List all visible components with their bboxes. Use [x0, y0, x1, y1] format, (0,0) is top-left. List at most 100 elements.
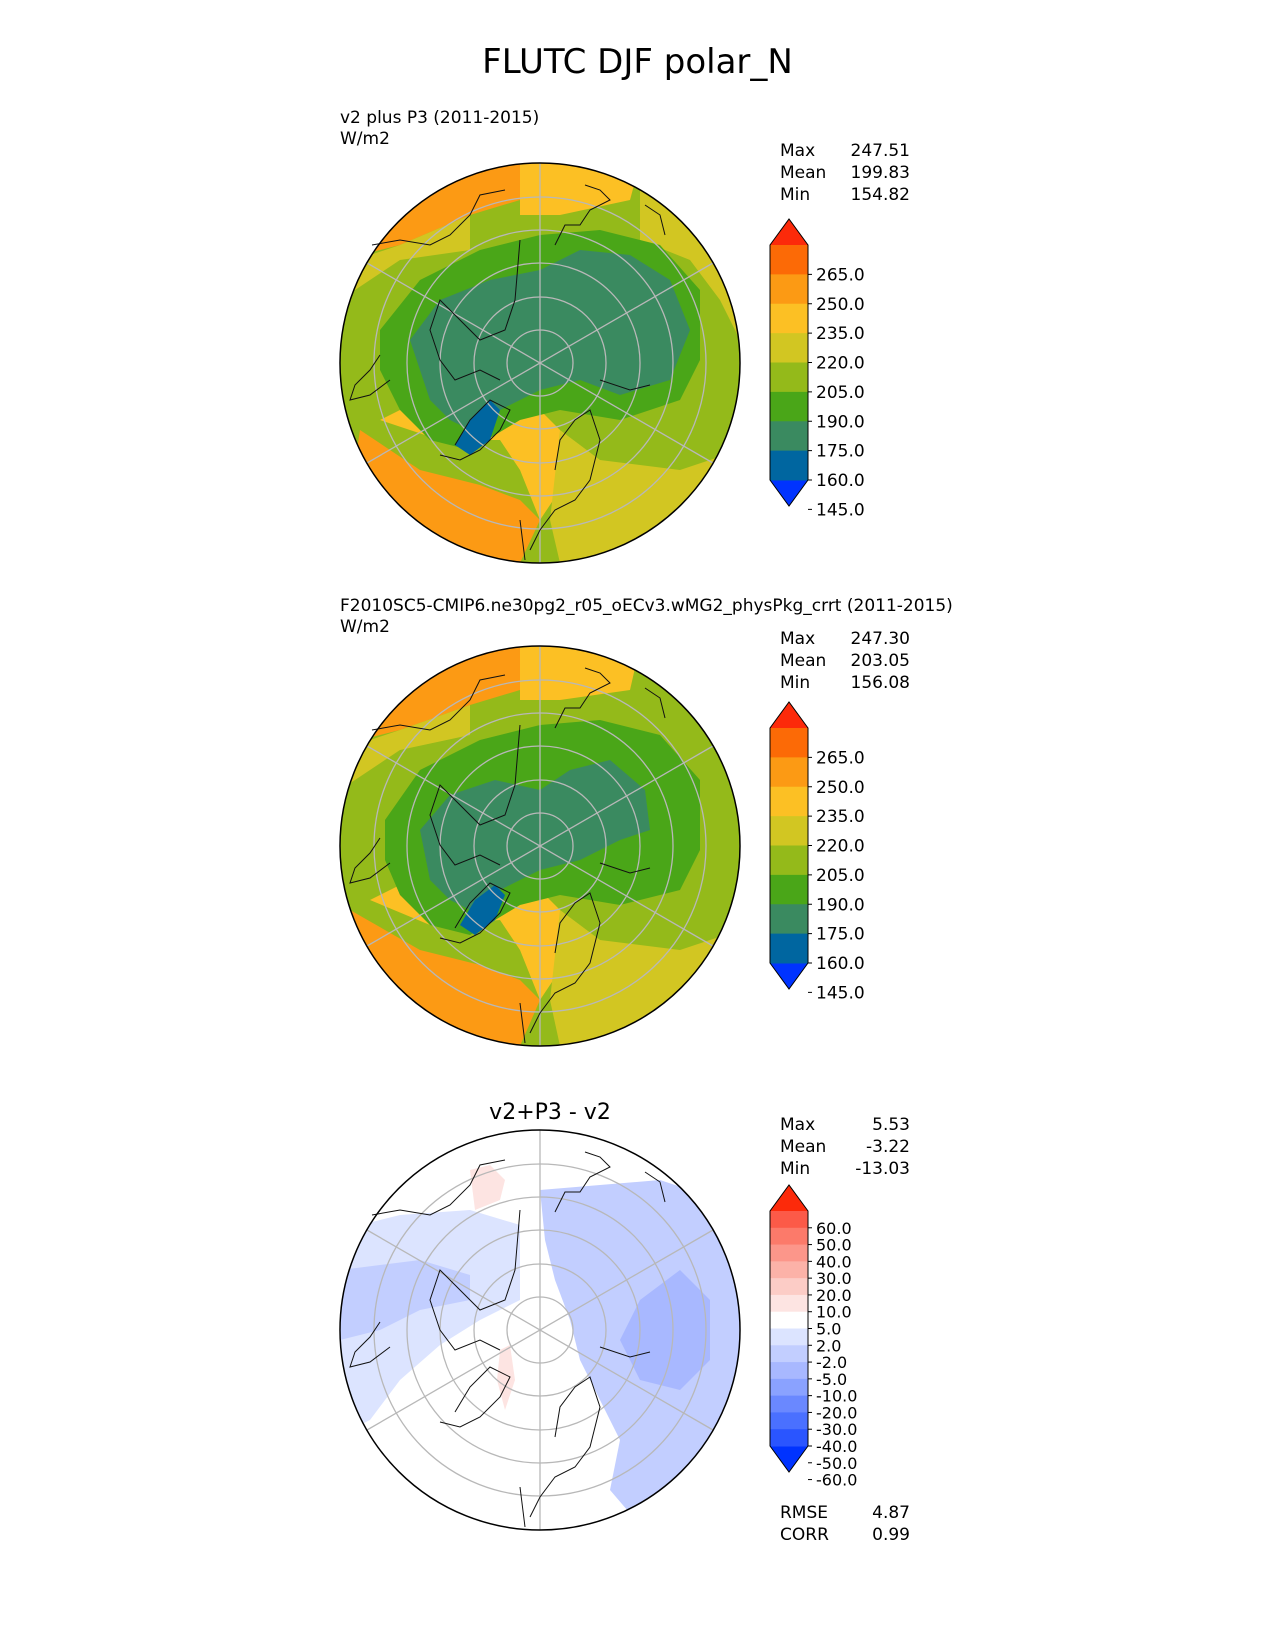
colorbar-segment: [770, 1278, 808, 1296]
stat-min-label: Min: [780, 673, 811, 693]
coastlines: [349, 667, 666, 1044]
colorbar-tick-label: 60.0: [816, 1219, 852, 1238]
colorbar-tick-label: 265.0: [816, 748, 865, 768]
colorbar-diff: 60.050.040.030.020.010.05.02.0-2.0-5.0-1…: [769, 1184, 857, 1490]
colorbar-segment: [770, 274, 808, 305]
stat-corr-label: CORR: [780, 1525, 829, 1545]
colorbar-segment: [770, 421, 808, 452]
colorbar-segment: [770, 933, 808, 964]
coastlines: [349, 184, 666, 561]
panel-test-units: W/m2: [340, 129, 390, 149]
colorbar-segment: [770, 728, 808, 758]
colorbar-segment: [770, 333, 808, 363]
stat-max-value: 247.51: [850, 141, 910, 161]
colorbar-tick-label: 250.0: [816, 295, 865, 315]
colorbar-segment: [770, 1294, 808, 1313]
field-darkgreen-core: [420, 760, 650, 910]
map-reference: [339, 645, 741, 1047]
colorbar-extension-top: [770, 702, 808, 728]
colorbar-segment: [770, 845, 808, 876]
graticule: [366, 163, 714, 563]
field-teal-greenland: [460, 885, 505, 935]
panel-ref-stats: Max 247.30 Mean 203.05 Min 156.08: [780, 628, 910, 694]
colorbar-extension-top: [770, 219, 808, 245]
colorbar-extension-bottom: [770, 480, 808, 506]
stat-corr-value: 0.99: [872, 1525, 910, 1545]
panel-diff-extra-stats: RMSE 4.87 CORR 0.99: [780, 1502, 910, 1546]
colorbar-tick-label: 2.0: [816, 1336, 841, 1355]
colorbar-segment: [770, 757, 808, 788]
colorbar-segment: [770, 904, 808, 935]
colorbar-segment: [770, 1429, 808, 1447]
colorbar-extension-top: [770, 1185, 808, 1211]
field-yellow-top: [520, 646, 640, 700]
panel-test-stats: Max 247.51 Mean 199.83 Min 154.82: [780, 140, 910, 206]
colorbar-tick-label: -20.0: [816, 1403, 857, 1422]
colorbar-tick-label: 190.0: [816, 895, 865, 915]
panel-ref-name: F2010SC5-CMIP6.ne30pg2_r05_oECv3.wMG2_ph…: [340, 596, 953, 616]
colorbar-segment: [770, 1378, 808, 1397]
map-boundary: [339, 162, 741, 564]
colorbar-tick-label: -5.0: [816, 1370, 847, 1389]
colorbar-tick-label: -10.0: [816, 1387, 857, 1406]
colorbar-tick-label: 220.0: [816, 354, 865, 374]
panel-diff-title: v2+P3 - v2: [489, 1100, 611, 1125]
colorbar-tick-label: 145.0: [816, 500, 865, 520]
colorbar-segment: [770, 303, 808, 334]
colorbar-extension-bottom: [770, 963, 808, 989]
colorbar-segment: [770, 786, 808, 817]
panel-diff-stats: Max 5.53 Mean -3.22 Min -13.03: [780, 1114, 910, 1180]
colorbar-tick-label: 5.0: [816, 1320, 841, 1339]
graticule: [366, 1130, 714, 1530]
colorbar-tick-label: 265.0: [816, 265, 865, 285]
stat-min-value: -13.03: [855, 1159, 910, 1179]
colorbar-segment: [770, 816, 808, 846]
stat-min-label: Min: [780, 1159, 811, 1179]
colorbar-extension-bottom: [770, 1446, 808, 1472]
colorbar-tick-label: 160.0: [816, 954, 865, 974]
colorbar-reference: 265.0 250.0 235.0 220.0 205.0 190.0 175.0 160.0…: [769, 701, 865, 1003]
colorbar-tick-label: 190.0: [816, 412, 865, 432]
stat-mean-value: 203.05: [850, 651, 910, 671]
stat-min-value: 154.82: [850, 185, 910, 205]
colorbar-segment: [770, 1227, 808, 1246]
colorbar-tick-label: -60.0: [816, 1471, 857, 1490]
stat-max-label: Max: [780, 141, 816, 161]
colorbar-segment: [770, 1328, 808, 1346]
colorbar-segment: [770, 391, 808, 422]
colorbar-segment: [770, 1345, 808, 1363]
colorbar-tick-label: 175.0: [816, 925, 865, 945]
colorbar-tick-label: 10.0: [816, 1303, 852, 1322]
colorbar-segment: [770, 1412, 808, 1430]
colorbar-segment: [770, 1311, 808, 1329]
coastlines: [349, 1151, 666, 1528]
stat-max-value: 5.53: [872, 1115, 910, 1135]
panel-ref-title: F2010SC5-CMIP6.ne30pg2_r05_oECv3.wMG2_ph…: [340, 596, 953, 638]
field-neg-east-strong: [620, 1270, 710, 1390]
map-test: [339, 162, 741, 564]
map-diff: [339, 1129, 741, 1531]
field-olive-pacific: [340, 215, 470, 300]
colorbar-tick-label: 40.0: [816, 1252, 852, 1271]
colorbar-segment: [770, 362, 808, 393]
colorbar-tick-label: 250.0: [816, 778, 865, 798]
stat-max-value: 247.30: [850, 629, 910, 649]
map-boundary: [339, 645, 741, 1047]
field-teal-greenland: [455, 400, 500, 455]
colorbar-tick-label: 50.0: [816, 1236, 852, 1255]
colorbar-tick-label: 235.0: [816, 324, 865, 344]
colorbar-tick-label: 220.0: [816, 837, 865, 857]
colorbar-tick-label: 205.0: [816, 383, 865, 403]
stat-rmse-value: 4.87: [872, 1503, 910, 1523]
colorbar-segment: [770, 1362, 808, 1380]
stat-max-label: Max: [780, 1115, 816, 1135]
field-neg-west-band: [340, 1260, 470, 1340]
stat-min-value: 156.08: [850, 673, 910, 693]
stat-mean-value: -3.22: [866, 1137, 910, 1157]
colorbar-tick-label: 205.0: [816, 866, 865, 886]
panel-test-name: v2 plus P3 (2011-2015): [340, 108, 540, 128]
stat-mean-label: Mean: [780, 163, 827, 183]
stat-rmse-label: RMSE: [780, 1503, 829, 1523]
colorbar-tick-label: 160.0: [816, 471, 865, 491]
